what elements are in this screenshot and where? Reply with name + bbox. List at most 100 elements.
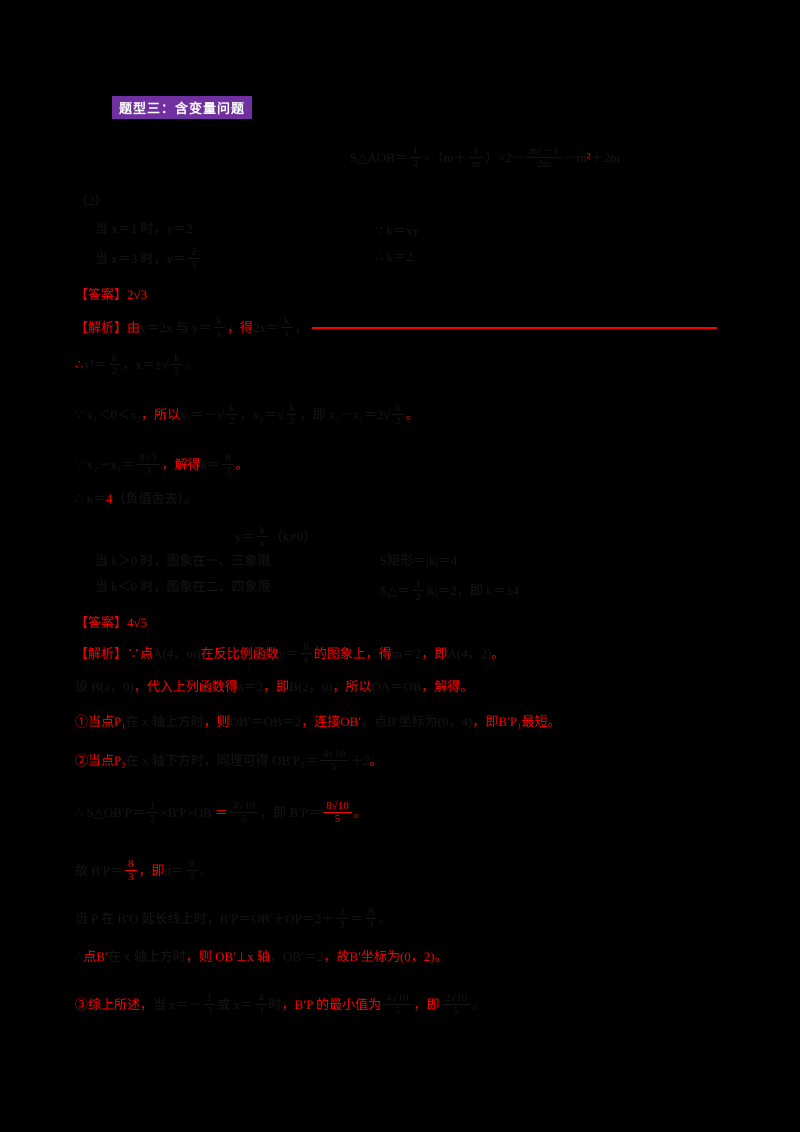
text-run: A(4，2) [447, 645, 492, 661]
doc-line: ∴ k＝2 [375, 248, 413, 265]
text-run: 或 x＝ [217, 996, 254, 1012]
text-run: 故 B′P＝ [75, 862, 123, 878]
text-run: d＝ [164, 862, 185, 878]
text-run: y＝2x 与 y＝ [140, 319, 212, 335]
text-run: A(4，m) [153, 645, 201, 661]
text-run: 当 x＝1 时，y＝2 [95, 221, 193, 237]
text-run: ，即 [263, 679, 290, 695]
fraction: 2√10 5 [441, 992, 471, 1017]
doc-line: （2） [75, 192, 108, 209]
text-run: |k|＝2，即 k＝±4 [425, 582, 520, 598]
text-run: 【答案】2√3 [75, 287, 148, 303]
text-run: ， [294, 319, 308, 335]
text-run: OB′＝OB＝2 [229, 714, 302, 730]
text-run: 点B′ [83, 949, 108, 965]
text-run: ，故B′坐标为(0，2)。 [323, 949, 448, 965]
text-run: ，连接OB′ [301, 714, 362, 730]
text-run: ）×2－ [485, 149, 526, 165]
text-run: B(2，0) [289, 679, 333, 695]
text-run: ＋2 [350, 752, 370, 768]
text-run: 当 P 在 B′O 延长线上时，B′P＝OB′＋OP＝2＋ [75, 910, 335, 926]
text-run: 在反比例函数 [200, 645, 279, 661]
text-run: 在 x 轴下方时，同理可得 OB′P₂＝ [125, 752, 318, 768]
text-run: 2x＝ [253, 319, 280, 335]
text-run: 在 x 轴上方时 [125, 714, 204, 730]
text-run: ×（m＋ [423, 149, 467, 165]
text-run: ∴ S△OB′P＝ [75, 804, 145, 820]
section-title-badge: 题型三：含变量问题 [112, 96, 253, 119]
text-run: 当 x＝－ [153, 996, 202, 1012]
doc-line: ∴ S△OB′P＝ 1 2 ×B′P×OB′＝ 4√10 5 ，即 B′P＝ 8√10 5。 [75, 800, 367, 825]
text-run: ，OB′＝2 [270, 949, 324, 965]
doc-line: 【解析】∵点A(4，m)在反比例函数 y＝ 8 x 的图象上，得 m＝2，即 A(4，… [75, 641, 504, 666]
text-run: 的图象上，得 [313, 645, 392, 661]
doc-line: ∵ k＝xy [375, 222, 419, 239]
doc-line: S△＝ 1 2 |k|＝2，即 k＝±4 [380, 578, 519, 603]
fraction: 4√10 5 [383, 992, 412, 1017]
text-run: S矩形＝|k|＝4 [380, 553, 458, 569]
text-run: ＝ [214, 804, 228, 820]
text-run: ，得 [227, 319, 254, 335]
text-run: ∵ x₁＜0＜x₂ [75, 406, 142, 422]
text-run: ＝ [349, 910, 363, 926]
fraction: 8√10 5 [323, 800, 352, 825]
text-run: 。 [405, 406, 419, 422]
text-run: 设 B(a，0) [75, 679, 134, 695]
fraction: 8√3 3 [136, 452, 160, 477]
doc-line: 【答案】2√3 [75, 286, 147, 303]
text-run: 。 [369, 752, 383, 768]
text-run: y＝ [235, 528, 255, 544]
text-run: 【答案】4√5 [75, 615, 148, 631]
text-run: 当 x＝3 时，y＝ [95, 250, 187, 266]
text-run: ，所以 [141, 406, 181, 422]
doc-line: ∴ k＝4（负值舍去）。 [75, 490, 197, 507]
text-run: 【解析】由 [75, 319, 141, 335]
text-run: ，解得 [161, 456, 201, 472]
text-run: ，B′P 的最小值为 [281, 996, 382, 1012]
text-run: ∴ [75, 356, 84, 372]
text-run: k＝ [200, 456, 221, 472]
text-run: ，解得。 [421, 679, 474, 695]
doc-line: S矩形＝|k|＝4 [380, 552, 457, 569]
text-run: 。 [353, 804, 367, 820]
fraction: m²－1 2m [527, 145, 562, 170]
text-run: x²＝ [83, 356, 107, 372]
doc-line: ∴点B′在 x 轴上方时，则 OB′⊥x 轴，OB′＝2，故B′坐标为(0，2)… [75, 948, 448, 965]
doc-line: 设 B(a，0)，代入上列函数得 a＝2，即 B(2，0)，所以 OA＝OB，解… [75, 678, 473, 695]
doc-line: 当 x＝1 时，y＝2 [95, 220, 193, 237]
doc-line: ②当点P₂在 x 轴下方时，同理可得 OB′P₂＝ 4√10 5 ＋2。 [75, 748, 383, 773]
text-run: ∴ k＝2 [375, 249, 413, 265]
text-run: 。 [235, 456, 249, 472]
text-run: ∵ k＝xy [375, 223, 420, 239]
text-run: ² [586, 149, 591, 165]
text-run: ×B′P×OB′ [160, 804, 215, 820]
text-run: ，代入上列函数得 [133, 679, 238, 695]
text-run: ，点B′坐标为(0，4) [361, 714, 473, 730]
text-run: ∴ k＝ [75, 491, 107, 507]
text-run: ③综上所述， [75, 996, 154, 1012]
text-run: ②当点P₂ [75, 752, 126, 768]
text-run: OA＝OB [371, 679, 422, 695]
doc-line: 故 B′P＝ 8 3 ，即 d＝ 8 3。 [75, 858, 213, 883]
doc-line: ∵ x₂－x₁＝ 8√3 3 ，解得 k＝ 8 3。 [75, 452, 249, 477]
doc-line: 当 P 在 B′O 延长线上时，B′P＝OB′＋OP＝2＋ 2 3 ＝ 8 3。 [75, 906, 391, 931]
text-run: ，即 x₂－x₁＝2√ [299, 406, 391, 422]
text-run: m＝2 [391, 645, 422, 661]
doc-line: ③综上所述，当 x＝－ 1 3 或 x＝ 4 3 时，B′P 的最小值为 4√10 5 ，即 2… [75, 992, 485, 1017]
text-run: ，即 B′P＝ [260, 804, 322, 820]
